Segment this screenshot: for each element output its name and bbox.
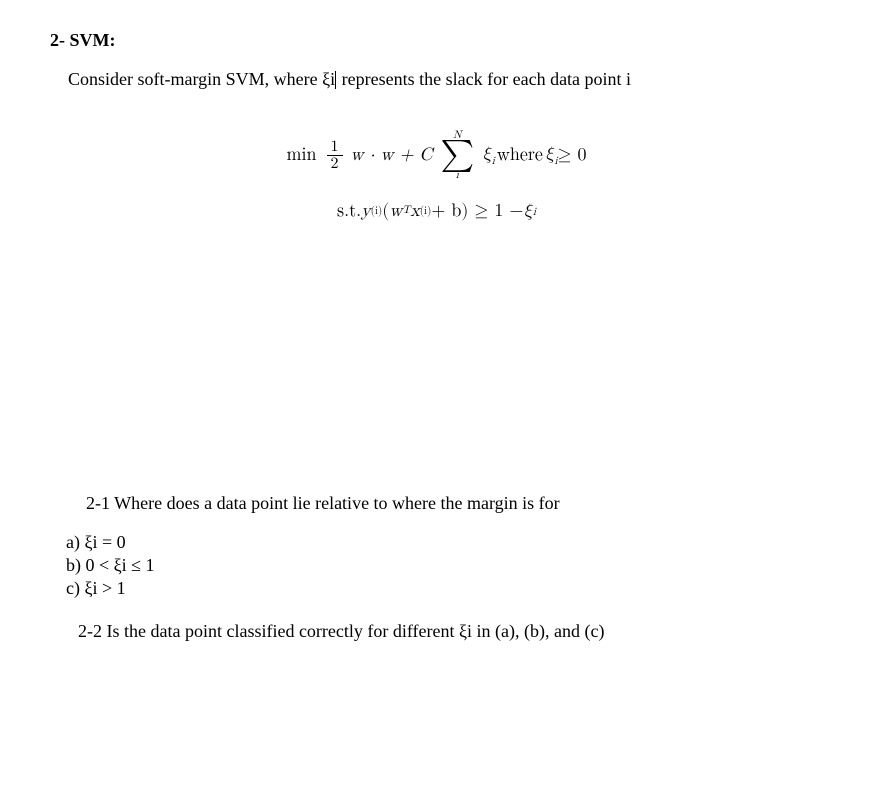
plus-b-rest: + b) ≥ 1 − <box>431 201 523 223</box>
xi-sub: i <box>492 156 495 167</box>
sigma-icon: ∑ <box>440 141 474 170</box>
w-sup-t: T <box>402 204 410 217</box>
fraction-half: 1 2 <box>327 139 343 172</box>
intro-before: Consider soft-margin SVM, where <box>68 69 322 89</box>
option-a: a) ξi = 0 <box>66 532 823 553</box>
w-dot-w-plus-c: w · w + C <box>351 145 433 167</box>
xi-c: ξ <box>523 201 533 223</box>
xi-c-sub: i <box>533 206 536 219</box>
intro-after: represents the slack for each data point… <box>337 69 631 89</box>
xi2: ξ <box>545 145 555 163</box>
y-sup: (i) <box>371 205 383 218</box>
intro-paragraph: Consider soft-margin SVM, where ξi repre… <box>68 67 823 92</box>
ge-zero: ≥ 0 <box>558 145 587 167</box>
min-operator: min <box>287 145 317 167</box>
subject-to: s.t. <box>337 201 361 223</box>
open-paren: ( <box>382 201 389 223</box>
summation: N ∑ i <box>440 130 474 181</box>
options-list: a) ξi = 0 b) 0 < ξi ≤ 1 c) ξi > 1 <box>66 532 823 599</box>
constraint-equation: s.t. y(i) (wTx(i) + b) ≥ 1 − ξi <box>337 201 536 223</box>
where-text: where <box>497 145 543 167</box>
vertical-spacer <box>50 263 823 493</box>
section-heading: 2- SVM: <box>50 30 823 51</box>
sum-lower: i <box>456 170 459 181</box>
xi: ξ <box>482 145 492 163</box>
w: w <box>389 201 402 223</box>
objective-equation: min 1 2 w · w + C N ∑ i ξi where ξi ≥ 0 <box>287 130 587 181</box>
x: x <box>410 201 420 223</box>
option-c: c) ξi > 1 <box>66 578 823 599</box>
y: y <box>361 201 371 223</box>
option-b: b) 0 < ξi ≤ 1 <box>66 555 823 576</box>
x-sup: (i) <box>420 205 432 218</box>
frac-num: 1 <box>327 139 343 156</box>
xi2-sub: i <box>554 156 557 167</box>
intro-var: ξi <box>322 69 335 89</box>
question-2-1: 2-1 Where does a data point lie relative… <box>86 493 823 514</box>
xi-cond: ξi <box>545 144 558 168</box>
xi-term: ξi <box>482 144 495 168</box>
frac-den: 2 <box>327 156 343 172</box>
equation-block: min 1 2 w · w + C N ∑ i ξi where ξi ≥ 0 … <box>50 120 823 232</box>
question-2-2: 2-2 Is the data point classified correct… <box>78 621 823 642</box>
